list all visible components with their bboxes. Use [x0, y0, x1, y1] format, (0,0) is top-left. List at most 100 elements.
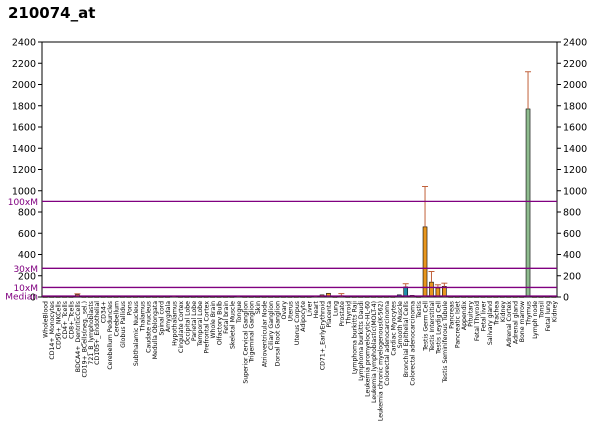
x-tick-label: Trigeminal Ganglion [249, 301, 256, 364]
x-tick-label: WholeBlood [43, 301, 50, 338]
x-tick-label: 721_B_lymphoblasts [88, 301, 95, 365]
x-tick-label: Fetal Thyroid [474, 301, 481, 341]
x-tick-label: Skeletal Muscle [229, 301, 236, 349]
x-tick-label: Ovary [281, 301, 288, 320]
x-tick-label: Liver [307, 301, 314, 317]
x-tick-label: Colorectal adenocarcinoma [384, 301, 391, 386]
bar [293, 296, 299, 298]
x-tick-label: Testis [416, 301, 423, 319]
x-tick-label: Cerebellum [114, 301, 121, 336]
x-tick-label: Bone marrow [519, 301, 526, 342]
bar [242, 296, 248, 298]
bar [158, 296, 164, 298]
y-tick-label-left: 2200 [12, 59, 36, 70]
bar [281, 296, 286, 298]
bar [371, 296, 376, 298]
bar [390, 296, 396, 298]
bar [55, 296, 61, 298]
bar [210, 296, 215, 298]
y-tick-label-left: 800 [18, 208, 36, 219]
x-tick-label: Leukemia chronic myelogenous(K-562) [377, 301, 384, 421]
bar [190, 296, 196, 298]
bar [300, 296, 306, 298]
x-tick-label: Adrenal gland [513, 301, 520, 344]
x-tick-label: Thyroid [345, 301, 352, 325]
bar [113, 296, 119, 298]
bar [487, 296, 492, 298]
y-tick-label-right: 1400 [563, 144, 587, 155]
x-tick-label: Heart [313, 300, 320, 318]
bar [448, 296, 454, 298]
y-tick-label-right: 2400 [563, 38, 587, 49]
y-tick-label-right: 1200 [563, 165, 587, 176]
x-tick-label: Bronchial Epithelial Cells [403, 301, 410, 377]
x-tick-label: CD56+_NKCells [56, 301, 63, 349]
y-tick-label-right: 400 [563, 250, 581, 261]
x-tick-label: Tongue [236, 301, 243, 324]
bar [306, 296, 312, 298]
x-tick-label: Adrenal Cortex [506, 301, 513, 347]
x-tick-label: Adipocyte [300, 301, 307, 332]
bar [152, 296, 157, 298]
x-tick-label: Thalamus [139, 301, 146, 332]
x-tick-label: Globus Pallidus [120, 301, 127, 348]
x-tick-label: Subthalamic Nucleus [133, 301, 140, 366]
bar [480, 296, 486, 298]
bar [261, 296, 267, 298]
x-tick-label: CD8+_Tcells [68, 301, 75, 339]
x-tick-label: Salivary gland [487, 301, 494, 345]
bar [62, 296, 67, 298]
bar [326, 292, 331, 298]
x-tick-label: Medulla Oblongata [152, 301, 159, 360]
x-tick-label: Lymph node [532, 301, 539, 339]
y-tick-label-left: 200 [18, 271, 36, 282]
x-tick-label: Leukemia promyelocytic-HL-60 [365, 301, 372, 397]
x-tick-label: Parietal Lobe [191, 301, 198, 341]
y-tick-label-right: 1600 [563, 123, 587, 134]
x-tick-label: Pituitary [468, 301, 475, 327]
x-tick-label: Testis Germ Cell [423, 301, 430, 352]
y-tick-label-right: 600 [563, 229, 581, 240]
plot-frame [41, 41, 558, 298]
bar [493, 296, 499, 298]
bar [474, 296, 479, 298]
bar [42, 296, 48, 298]
x-tick-label: Fetal liver [480, 301, 487, 332]
x-tick-label: Lymphoma burkitts Raji [352, 301, 359, 374]
bar [165, 296, 170, 298]
y-tick-label-left: 1600 [12, 123, 36, 134]
y-tick-label-right: 200 [563, 271, 581, 282]
x-tick-label: Kidney [500, 301, 507, 322]
x-tick-label: Olfactory Bulb [217, 301, 224, 345]
y-tick-label-left: 1000 [12, 186, 36, 197]
bar [512, 296, 518, 298]
x-tick-label: Testis Interstitial [429, 301, 436, 353]
y-tick-label-right: 800 [563, 208, 581, 219]
bar [461, 296, 466, 298]
bar [345, 296, 351, 298]
chart-title: 210074_at [8, 4, 96, 22]
bar [94, 296, 100, 298]
bar [551, 296, 557, 298]
x-tick-label: Lung [332, 301, 339, 316]
bar [203, 296, 209, 298]
x-tick-label: Caudate nucleus [146, 301, 153, 353]
x-tick-label: Cingulate Cortex [178, 301, 185, 353]
x-tick-label: Cardiac Myocytes [390, 301, 397, 356]
bar [519, 296, 524, 298]
bar [178, 296, 183, 298]
x-tick-label: Temporal Lobe [197, 301, 204, 347]
bar [332, 296, 338, 298]
bar [545, 296, 550, 298]
bar [120, 296, 125, 298]
y-tick-label-left: 2400 [12, 38, 36, 49]
y-tick-label-right: 1800 [563, 101, 587, 112]
x-tick-label: Leukemia lymphoblastic(MOLT-4) [371, 301, 378, 403]
y-tick-label-right: 2000 [563, 80, 587, 91]
reference-line-label: 30xM [13, 265, 38, 275]
bar [49, 296, 54, 298]
x-tick-label: Prefrontal Cortex [204, 301, 211, 354]
x-tick-label: Testis Leydig Cell [435, 301, 442, 355]
bar [429, 281, 434, 298]
